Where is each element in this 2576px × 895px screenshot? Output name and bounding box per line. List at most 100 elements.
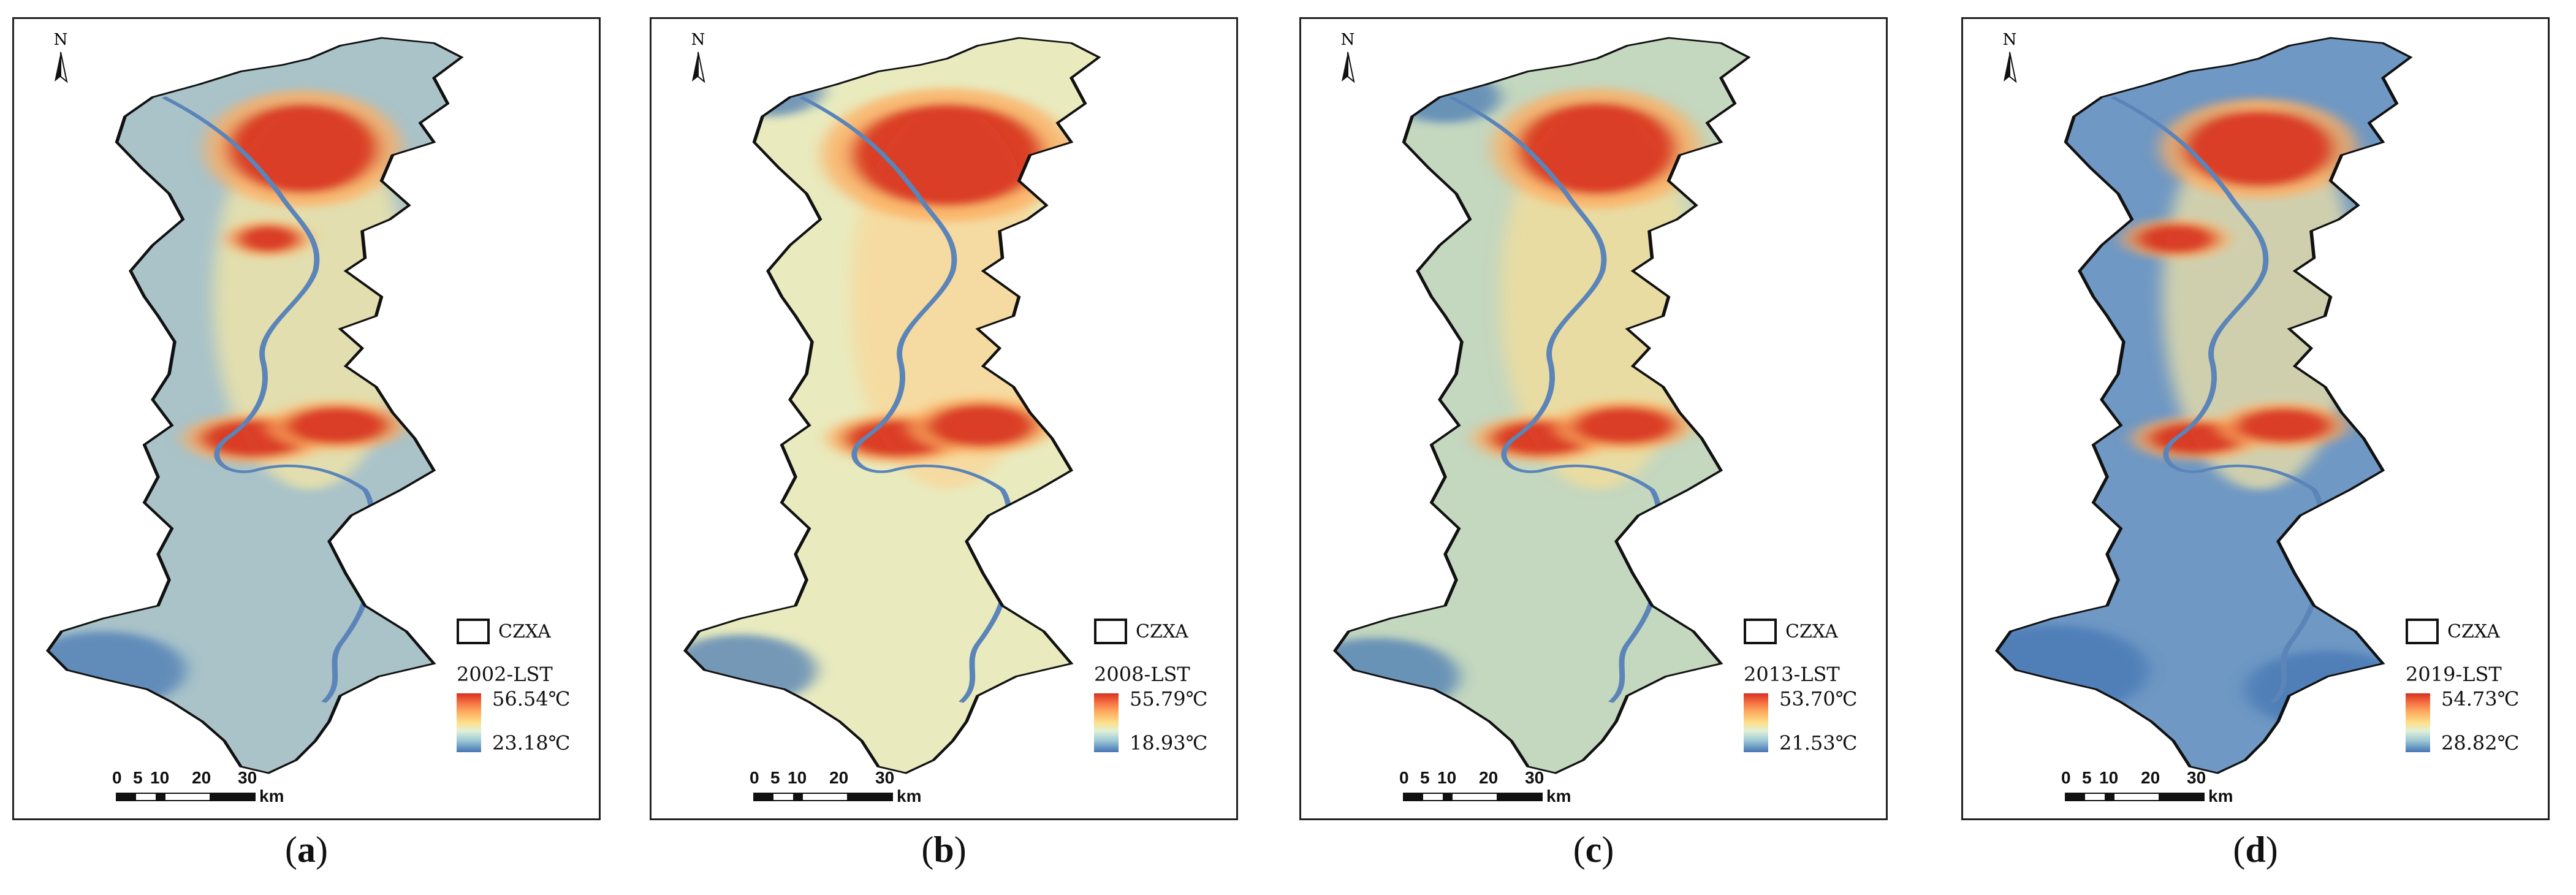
scale-unit: km [1546, 786, 1571, 806]
lst-min-label: 23.18℃ [492, 731, 571, 755]
lst-max-label: 55.79℃ [1130, 687, 1208, 710]
boundary-legend-label: CZXA [498, 621, 551, 642]
north-label: N [1341, 31, 1355, 49]
scale-bar [116, 793, 256, 801]
panel-caption: (b) [921, 829, 967, 870]
region-boundary [1332, 37, 1751, 774]
region-map [683, 37, 1101, 774]
scale-tick-5: 5 [2082, 768, 2092, 787]
lst-color-ramp [2406, 693, 2430, 752]
scale-unit: km [897, 786, 922, 806]
map-panel-a: N CZXA 2002-LST 56.54℃ 23.18℃ 0 5 10 20 … [0, 0, 613, 895]
scale-bar [753, 793, 893, 801]
hotspot [2183, 110, 2335, 188]
lst-min-label: 21.53℃ [1779, 731, 1858, 755]
hotspot [227, 104, 379, 194]
boundary-legend-swatch [1744, 619, 1777, 644]
cool-zone [2245, 650, 2411, 728]
scale-tick-30: 30 [238, 768, 257, 787]
map-svg: N [1994, 31, 2413, 774]
north-label: N [54, 31, 68, 49]
scale-tick-20: 20 [829, 768, 849, 787]
hotspot [1572, 406, 1677, 445]
map-frame: N CZXA 2013-LST 53.70℃ 21.53℃ 0 5 10 20 … [1299, 17, 1888, 820]
north-arrow-icon: N [2003, 31, 2017, 83]
hotspot [1517, 102, 1677, 196]
hotspot [926, 403, 1037, 448]
hotspot [2135, 223, 2217, 254]
north-arrow-icon: N [54, 31, 68, 83]
lst-color-ramp [1744, 693, 1768, 752]
scale-tick-20: 20 [192, 768, 211, 787]
scale-bar [1403, 793, 1543, 801]
map-frame: N CZXA 2008-LST 55.79℃ 18.93℃ 0 5 10 20 … [650, 17, 1238, 820]
scale-tick-20: 20 [2141, 768, 2160, 787]
scale-tick-0: 0 [112, 768, 122, 787]
boundary-legend-swatch [457, 619, 490, 644]
lst-color-ramp [1094, 693, 1119, 752]
boundary-legend-swatch [1094, 619, 1127, 644]
lst-color-ramp [457, 693, 481, 752]
lst-min-label: 28.82℃ [2441, 731, 2520, 755]
hotspot [235, 224, 302, 253]
map-panel-d: N CZXA 2019-LST 54.73℃ 28.82℃ 0 5 10 20 … [1949, 0, 2562, 895]
scale-tick-10: 10 [788, 768, 807, 787]
north-arrow-icon: N [1341, 31, 1355, 83]
cool-zone [713, 65, 823, 116]
region-map [45, 37, 464, 774]
lst-legend-title: 2008-LST [1094, 663, 1190, 686]
scale-tick-10: 10 [1437, 768, 1457, 787]
map-frame: N CZXA 2002-LST 56.54℃ 23.18℃ 0 5 10 20 … [12, 17, 601, 820]
scale-bar [2065, 793, 2205, 801]
scale-tick-labels: 0 5 10 20 30 [1399, 768, 1583, 789]
hotspot [285, 406, 390, 445]
hotspot [1082, 116, 1099, 155]
scale-tick-30: 30 [2187, 768, 2206, 787]
map-svg: N [683, 31, 1101, 774]
boundary-legend-label: CZXA [1785, 621, 1838, 642]
lst-min-label: 18.93℃ [1130, 731, 1208, 755]
panel-caption: (a) [285, 829, 328, 870]
caption-letter: d [2245, 829, 2266, 870]
north-label: N [691, 31, 705, 49]
region-boundary [1994, 37, 2413, 774]
lst-legend-title: 2002-LST [457, 663, 553, 686]
scale-tick-0: 0 [2061, 768, 2071, 787]
map-panel-c: N CZXA 2013-LST 53.70℃ 21.53℃ 0 5 10 20 … [1287, 0, 1900, 895]
caption-letter: b [933, 829, 954, 870]
scale-tick-5: 5 [133, 768, 143, 787]
boundary-legend-swatch [2406, 619, 2439, 644]
caption-letter: c [1585, 829, 1602, 870]
map-panel-b: N CZXA 2008-LST 55.79℃ 18.93℃ 0 5 10 20 … [637, 0, 1250, 895]
lst-legend-title: 2013-LST [1744, 663, 1840, 686]
region-boundary [45, 37, 464, 774]
scale-tick-5: 5 [1420, 768, 1430, 787]
scale-tick-5: 5 [770, 768, 780, 787]
lst-max-label: 54.73℃ [2441, 687, 2520, 710]
scale-tick-20: 20 [1479, 768, 1499, 787]
lst-max-label: 53.70℃ [1779, 687, 1858, 710]
scale-tick-0: 0 [750, 768, 759, 787]
panel-caption: (d) [2233, 829, 2278, 870]
region-map [1332, 37, 1751, 774]
lst-legend-title: 2019-LST [2406, 663, 2502, 686]
hotspot [2234, 407, 2333, 444]
north-label: N [2003, 31, 2017, 49]
hotspot [851, 104, 1044, 207]
scale-tick-labels: 0 5 10 20 30 [112, 768, 296, 789]
map-svg: N [1332, 31, 1751, 774]
region-boundary [683, 37, 1101, 774]
region-map [1994, 37, 2413, 774]
scale-tick-0: 0 [1399, 768, 1409, 787]
lst-max-label: 56.54℃ [492, 687, 571, 710]
scale-tick-labels: 0 5 10 20 30 [750, 768, 933, 789]
scale-tick-30: 30 [1525, 768, 1544, 787]
scale-tick-10: 10 [150, 768, 170, 787]
map-frame: N CZXA 2019-LST 54.73℃ 28.82℃ 0 5 10 20 … [1961, 17, 2550, 820]
north-arrow-icon: N [691, 31, 705, 83]
scale-tick-30: 30 [875, 768, 895, 787]
boundary-legend-label: CZXA [2447, 621, 2500, 642]
boundary-legend-label: CZXA [1136, 621, 1188, 642]
map-svg: N [45, 31, 464, 774]
caption-letter: a [297, 829, 316, 870]
